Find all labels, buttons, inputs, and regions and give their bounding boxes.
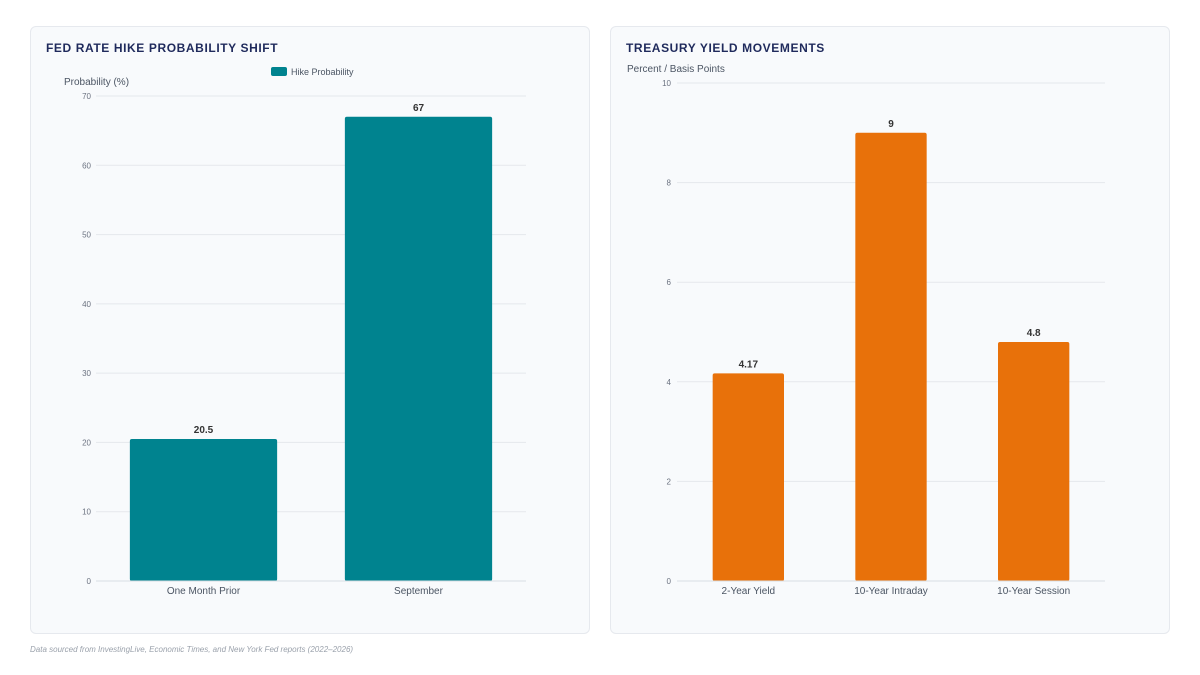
treasury-yield-card: TREASURY YIELD MOVEMENTS 0 2 4 6 8 10 Percent … — [610, 26, 1170, 634]
hike-probability-chart: 0 10 20 30 40 50 60 70 Probability (%) Hike Proba… — [64, 67, 526, 597]
y-tick-label: 40 — [82, 300, 91, 309]
y-tick-label: 0 — [667, 577, 672, 586]
bar — [998, 341, 1070, 581]
y-tick-label: 8 — [667, 179, 672, 188]
hike-probability-card: FED RATE HIKE PROBABILITY SHIFT 0 10 20 30 4… — [30, 26, 590, 634]
y-axis-label: Percent / Basis Points — [627, 64, 725, 75]
y-tick-label: 6 — [667, 278, 672, 287]
treasury-yield-chart: 0 2 4 6 8 10 Percent / Basis Points 4.17 2-Year … — [627, 64, 1105, 597]
y-tick-label: 60 — [82, 161, 91, 170]
y-tick-label: 2 — [667, 477, 672, 486]
x-tick-label: 10-Year Intraday — [854, 586, 928, 597]
y-tick-label: 4 — [667, 378, 672, 387]
hike-probability-title: FED RATE HIKE PROBABILITY SHIFT — [46, 41, 279, 55]
x-tick-label: September — [394, 586, 444, 597]
legend-label: Hike Probability — [291, 67, 354, 77]
bar — [344, 116, 493, 582]
y-tick-label: 20 — [82, 438, 91, 447]
y-tick-label: 50 — [82, 231, 91, 240]
y-axis-label: Probability (%) — [64, 77, 129, 88]
footnote: Data sourced from InvestingLive, Economi… — [30, 645, 354, 654]
data-label: 9 — [888, 119, 894, 130]
y-tick-label: 30 — [82, 369, 91, 378]
y-tick-label: 10 — [662, 79, 671, 88]
y-tick-label: 0 — [87, 577, 92, 586]
legend-swatch — [271, 67, 287, 76]
data-label: 4.8 — [1027, 328, 1041, 339]
y-tick-label: 70 — [82, 92, 91, 101]
data-label: 67 — [413, 103, 425, 114]
data-label: 20.5 — [194, 425, 214, 436]
x-tick-label: 10-Year Session — [997, 586, 1070, 597]
bar — [855, 132, 927, 582]
bar — [712, 373, 784, 581]
treasury-yield-title: TREASURY YIELD MOVEMENTS — [626, 41, 825, 55]
x-tick-label: One Month Prior — [167, 586, 241, 597]
bar — [129, 438, 278, 581]
data-label: 4.17 — [739, 359, 759, 370]
y-tick-label: 10 — [82, 508, 91, 517]
x-tick-label: 2-Year Yield — [722, 586, 776, 597]
